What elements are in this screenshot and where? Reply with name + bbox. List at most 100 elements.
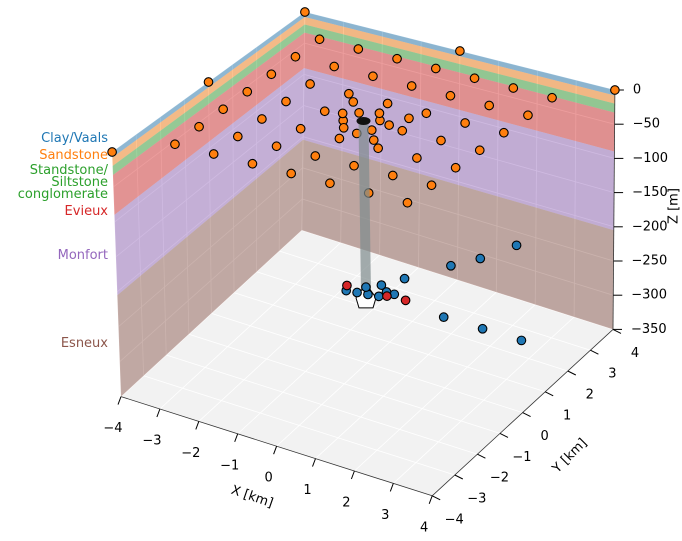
x-tick-label: −1 [220,458,239,473]
z-tick-label: −100 [632,151,668,166]
tick-mark [613,329,621,333]
y-tick-label: −2 [490,471,509,486]
data-point [389,171,398,180]
data-point [339,124,348,133]
data-point [272,142,281,151]
y-tick-label: −4 [445,512,464,527]
data-point [470,74,479,83]
tick-mark [429,496,432,504]
data-point [209,150,218,159]
tick-mark [432,496,440,500]
data-point [234,132,243,141]
z-axis-label: Z [m] [667,188,682,224]
data-point [354,45,363,54]
y-tick-label: 4 [631,346,639,361]
data-point [383,99,392,108]
data-point [405,114,414,123]
tick-mark [523,413,531,417]
data-point [385,121,394,130]
z-tick-label: −150 [632,185,668,200]
data-point [375,292,384,301]
tick-mark [568,371,576,375]
data-point [296,124,305,133]
data-point [524,111,533,120]
tick-mark [455,475,463,479]
data-point [311,152,320,161]
y-tick-label: 1 [563,408,571,423]
layer-label: Evieux [65,204,109,219]
z-tick-label: −300 [631,288,667,303]
data-point [393,54,402,63]
y-tick-label: −1 [512,450,531,465]
layer-label: Clay/Vaals [41,131,108,146]
data-point [398,126,407,135]
tick-mark [390,483,393,491]
data-point [375,109,384,118]
data-point [611,86,620,95]
data-point [369,136,378,145]
layer-label-line: Sandstone [39,148,108,163]
data-point [243,87,252,96]
layer-label-line: Monfort [58,248,108,263]
data-point [439,313,448,322]
data-point [400,274,409,283]
data-point [204,78,213,87]
data-point [432,64,441,73]
data-point [355,109,364,118]
x-tick-label: −2 [181,446,200,461]
layer-label-line: conglomerate [18,187,108,202]
data-point [413,154,422,163]
layer-label-line: Clay/Vaals [41,131,108,146]
data-point [315,35,324,44]
data-point [338,109,347,118]
data-point [456,47,465,56]
data-point [377,281,386,290]
x-tick-label: 0 [264,471,272,486]
y-tick-label: 0 [540,429,548,444]
x-tick-label: 4 [420,520,428,535]
data-point [282,97,291,106]
tick-mark [500,433,508,437]
tick-mark [235,434,238,442]
tick-mark [351,471,354,479]
layer-label: Monfort [58,248,108,263]
tick-mark [477,454,485,458]
data-point [258,115,267,124]
y-axis-label: Y [km] [549,436,590,477]
data-point [447,261,456,270]
data-point [407,82,416,91]
data-point [383,292,392,301]
data-point [108,148,117,157]
data-point [345,89,354,98]
x-tick-label: −4 [103,421,122,436]
tick-mark [590,350,598,354]
data-point [512,241,521,250]
y-tick-label: 3 [608,367,616,382]
data-point [374,144,383,153]
data-point [500,128,509,137]
data-point [475,146,484,155]
data-point [478,324,487,333]
x-tick-label: 2 [342,496,350,511]
wellhead [357,117,371,125]
data-point [476,254,485,263]
data-point [301,8,310,17]
data-point [326,179,335,188]
data-point [485,101,494,110]
y-tick-label: 2 [586,388,594,403]
z-tick-label: −200 [632,219,668,234]
data-point [446,91,455,100]
data-point [422,109,431,118]
data-point [369,72,378,81]
tick-mark [196,421,199,429]
data-point [306,80,315,89]
tick-mark [313,459,316,467]
tick-mark [118,397,121,405]
data-point [437,136,446,145]
data-point [195,122,204,131]
data-point [350,161,359,170]
data-point [427,181,436,190]
z-tick-label: 0 [633,83,641,98]
data-point [349,98,358,107]
